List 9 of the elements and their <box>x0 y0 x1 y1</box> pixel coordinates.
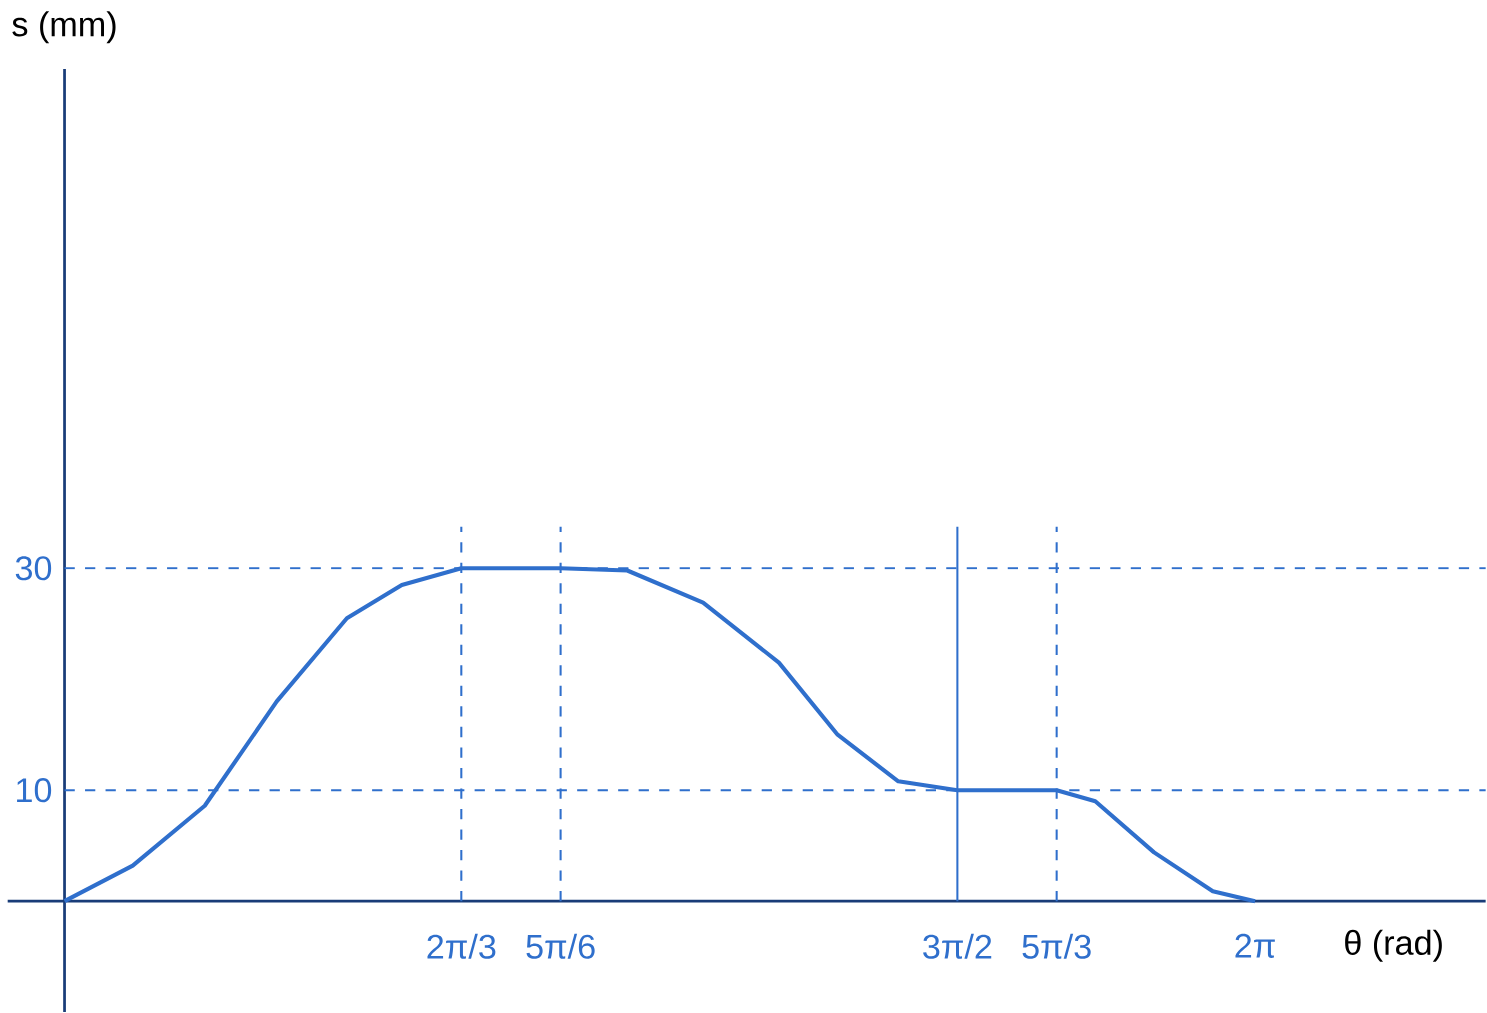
y-axis-title: s (mm) <box>12 11 116 43</box>
y-tick-label: 10 <box>17 777 52 803</box>
x-tick-label: 5π/3 <box>1022 933 1091 959</box>
x-tick-label: 3π/2 <box>923 933 992 959</box>
x-tick-label: 5π/6 <box>526 933 595 959</box>
x-tick-label: 2π <box>1235 933 1275 958</box>
x-axis-title: θ (rad) <box>1345 929 1442 962</box>
x-tick-label: 2π/3 <box>427 933 496 959</box>
y-tick-label: 30 <box>15 555 52 581</box>
